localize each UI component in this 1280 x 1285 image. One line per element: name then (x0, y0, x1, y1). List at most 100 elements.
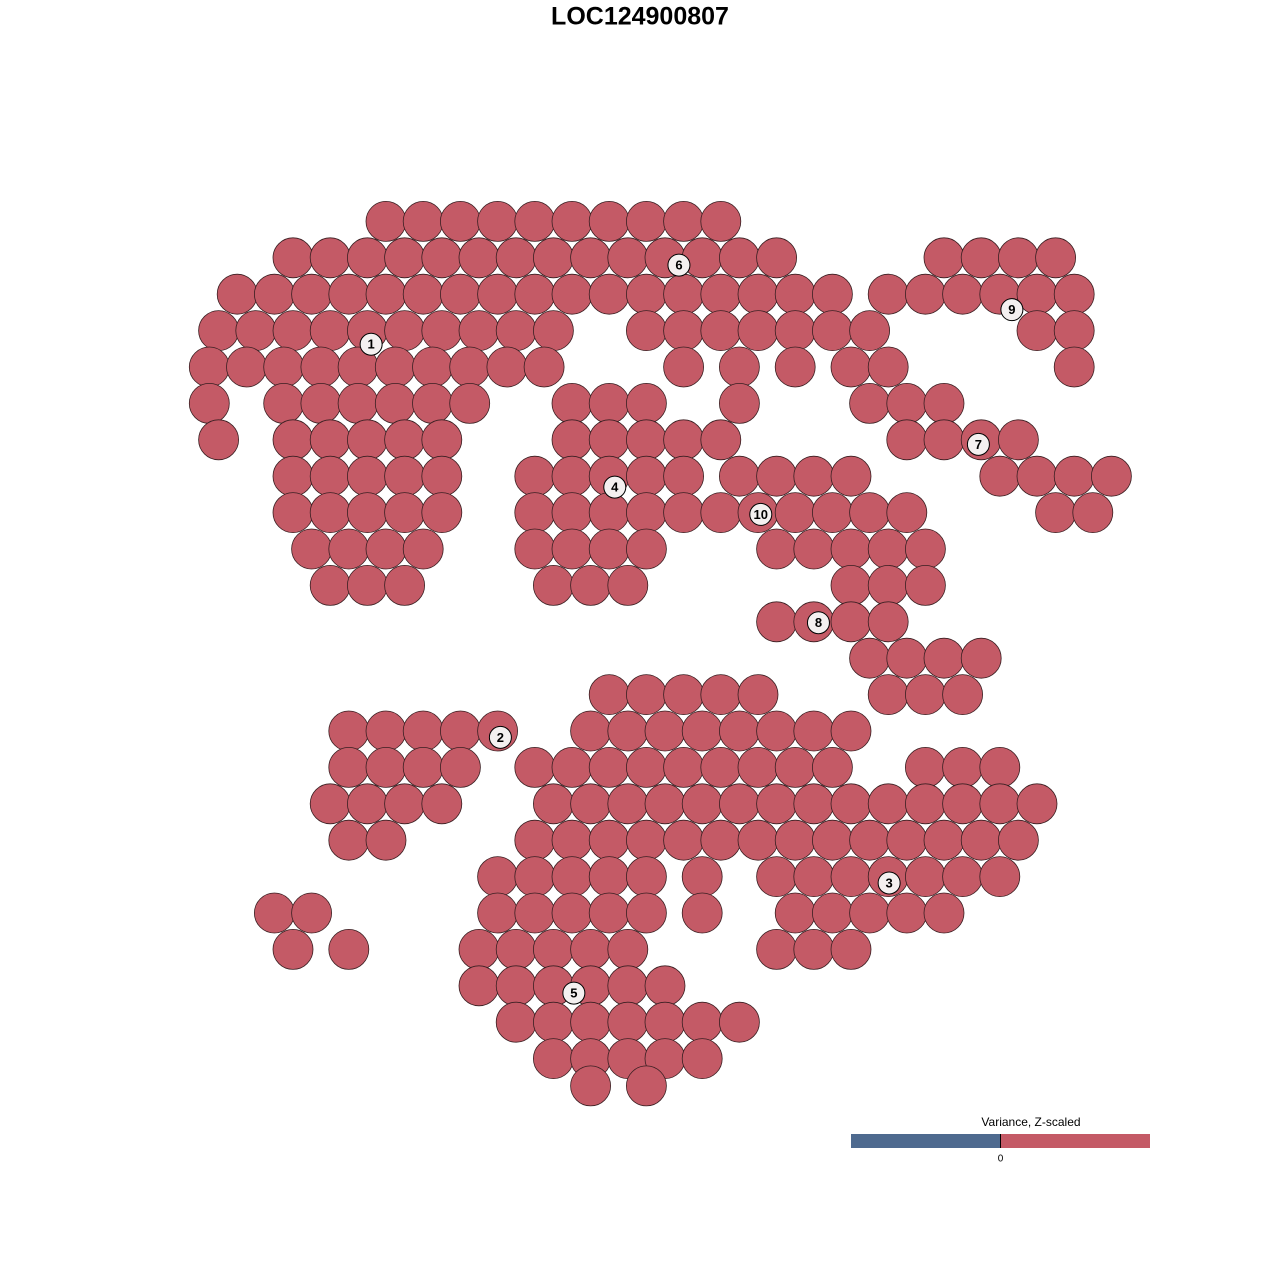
point (439, 273, 481, 315)
point (346, 565, 388, 606)
point (756, 455, 797, 497)
point (774, 747, 816, 788)
point (774, 273, 816, 315)
point (588, 273, 630, 315)
point (700, 273, 742, 315)
point (198, 310, 240, 352)
point (774, 310, 816, 352)
point (421, 492, 463, 533)
point (272, 455, 314, 497)
point (272, 419, 314, 461)
colorbar-segment (851, 1134, 1001, 1148)
point (458, 965, 500, 1007)
point (551, 273, 593, 315)
point (719, 1001, 760, 1043)
point (1053, 310, 1095, 352)
point (402, 200, 444, 242)
point (1035, 492, 1076, 533)
point (663, 310, 704, 352)
point (644, 710, 686, 752)
point (588, 674, 630, 715)
point (495, 965, 537, 1007)
point (700, 310, 742, 352)
point (588, 819, 630, 861)
point (309, 237, 351, 279)
cluster-label: 8 (815, 615, 822, 630)
point (719, 455, 760, 497)
point (905, 528, 946, 570)
point (300, 382, 342, 424)
point (533, 1001, 574, 1043)
point (514, 200, 556, 242)
point (570, 565, 611, 606)
point (626, 528, 667, 570)
point (588, 892, 630, 934)
point (337, 382, 379, 424)
point (514, 819, 556, 861)
point (514, 747, 556, 788)
point (421, 783, 463, 825)
point (867, 783, 909, 825)
point (1053, 455, 1095, 497)
point (626, 747, 667, 788)
point (309, 492, 351, 533)
point (570, 237, 611, 279)
point (272, 237, 314, 279)
point (867, 565, 909, 606)
point (588, 200, 630, 242)
point (830, 601, 872, 643)
point (495, 1001, 537, 1043)
point (346, 455, 388, 497)
point (942, 273, 983, 315)
point (812, 492, 853, 533)
point (570, 1001, 611, 1043)
point (793, 710, 835, 752)
point (365, 273, 407, 315)
legend: Variance, Z-scaled 0 (851, 1115, 1150, 1165)
point (272, 492, 314, 533)
cluster-marker (877, 871, 901, 895)
point (737, 310, 779, 352)
point (346, 783, 388, 825)
point (886, 819, 928, 861)
point (514, 528, 556, 570)
point (979, 747, 1021, 788)
point (663, 674, 704, 715)
point (905, 565, 946, 606)
point (719, 710, 760, 752)
point (905, 273, 946, 315)
point (644, 965, 686, 1007)
point (421, 310, 463, 352)
point (849, 310, 890, 352)
point (700, 200, 742, 242)
point (923, 819, 965, 861)
point (253, 273, 295, 315)
point (551, 747, 593, 788)
point (886, 382, 928, 424)
point (607, 710, 649, 752)
point (886, 419, 928, 461)
point (663, 819, 704, 861)
point (365, 747, 407, 788)
point (458, 237, 500, 279)
point (756, 237, 797, 279)
point (960, 237, 1002, 279)
point (719, 346, 760, 388)
point (421, 419, 463, 461)
point (346, 492, 388, 533)
point (477, 200, 519, 242)
point (458, 929, 500, 970)
point (905, 783, 946, 825)
point (979, 783, 1021, 825)
point (328, 929, 370, 970)
point (644, 1001, 686, 1043)
point (384, 492, 426, 533)
point (830, 455, 872, 497)
point (905, 674, 946, 715)
point (374, 346, 416, 388)
point (793, 528, 835, 570)
point (309, 565, 351, 606)
point (495, 929, 537, 970)
point (663, 455, 704, 497)
point (923, 892, 965, 934)
